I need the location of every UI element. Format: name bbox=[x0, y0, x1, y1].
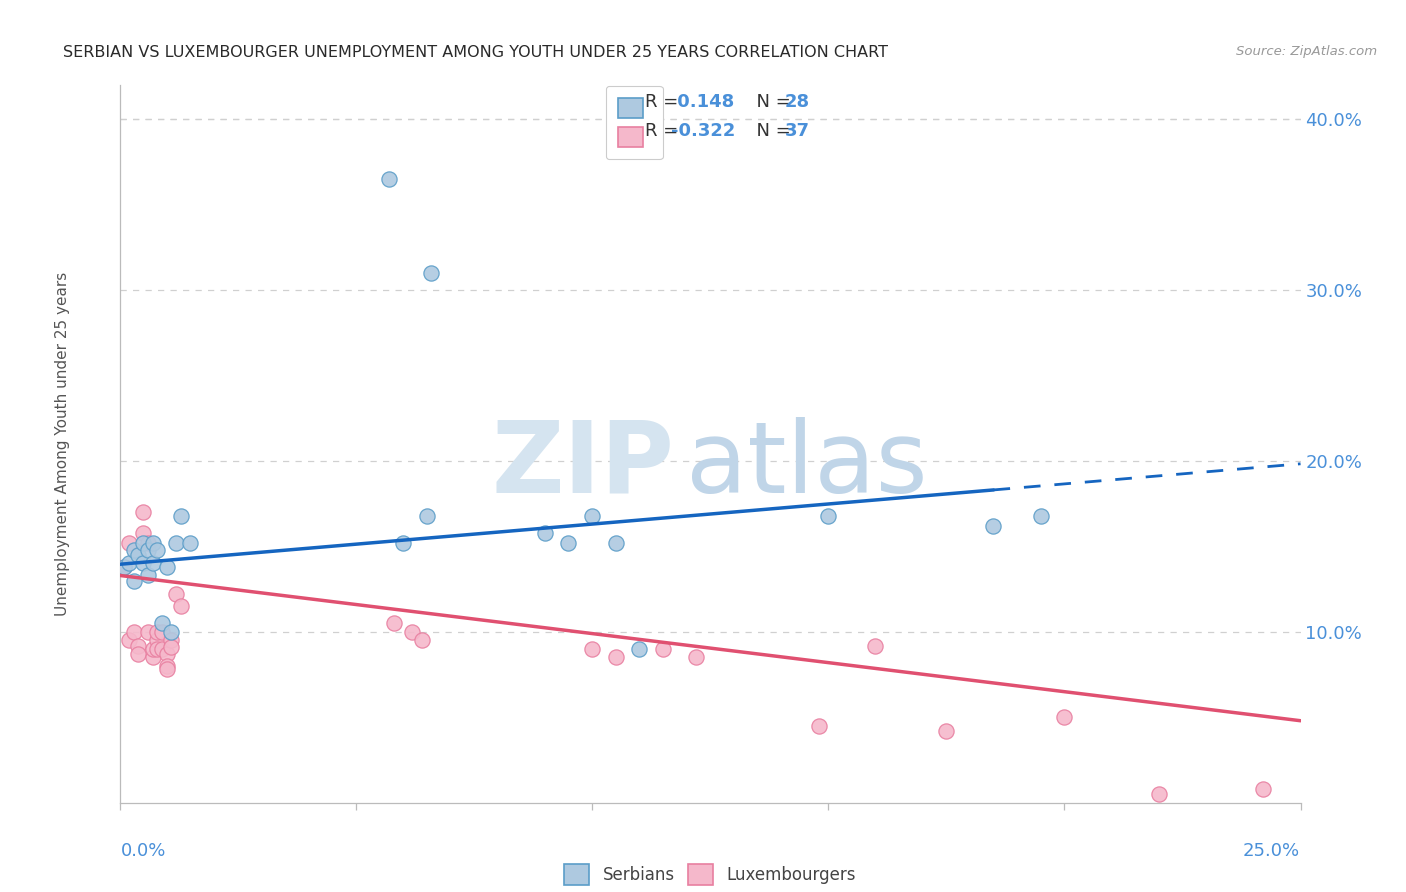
Point bbox=[127, 647, 149, 661]
Point bbox=[865, 639, 887, 653]
Point bbox=[165, 536, 187, 550]
Text: R =: R = bbox=[645, 122, 685, 140]
Point bbox=[411, 633, 433, 648]
Point bbox=[136, 624, 159, 639]
Text: 0.0%: 0.0% bbox=[121, 842, 166, 860]
Text: 37: 37 bbox=[785, 122, 810, 140]
Point bbox=[127, 548, 149, 562]
Point bbox=[557, 536, 579, 550]
Point bbox=[160, 624, 183, 639]
Point bbox=[935, 724, 957, 739]
Point bbox=[146, 542, 169, 557]
Point bbox=[160, 633, 183, 648]
Point bbox=[581, 508, 603, 523]
Point bbox=[142, 536, 165, 550]
Point bbox=[118, 536, 141, 550]
Point bbox=[132, 525, 155, 540]
Point bbox=[112, 560, 135, 574]
Point bbox=[817, 508, 839, 523]
Point bbox=[142, 557, 165, 571]
Point bbox=[605, 536, 627, 550]
Point bbox=[156, 647, 179, 661]
Point bbox=[651, 642, 673, 657]
Point bbox=[1251, 782, 1274, 797]
Point bbox=[533, 525, 555, 540]
Text: N =: N = bbox=[745, 122, 797, 140]
Point bbox=[807, 719, 830, 733]
Point bbox=[160, 640, 183, 655]
Point bbox=[146, 633, 169, 648]
Point bbox=[127, 639, 149, 653]
Text: 28: 28 bbox=[785, 94, 810, 112]
Point bbox=[150, 616, 173, 631]
Text: 0.148: 0.148 bbox=[671, 94, 734, 112]
Point bbox=[415, 508, 437, 523]
Point bbox=[382, 616, 405, 631]
Point bbox=[401, 624, 423, 639]
Point bbox=[142, 642, 165, 657]
Point bbox=[142, 650, 165, 665]
Text: Unemployment Among Youth under 25 years: Unemployment Among Youth under 25 years bbox=[55, 272, 70, 615]
Point bbox=[628, 642, 651, 657]
Point bbox=[122, 624, 145, 639]
Point bbox=[118, 633, 141, 648]
Point bbox=[132, 536, 155, 550]
Point bbox=[165, 587, 187, 601]
Legend: Serbians, Luxembourgers: Serbians, Luxembourgers bbox=[558, 858, 862, 891]
Point bbox=[581, 642, 603, 657]
Point bbox=[122, 542, 145, 557]
Point bbox=[150, 624, 173, 639]
Point bbox=[179, 536, 201, 550]
Point bbox=[156, 662, 179, 677]
Point bbox=[118, 557, 141, 571]
Point bbox=[136, 536, 159, 550]
Text: ZIP: ZIP bbox=[492, 417, 675, 514]
Text: N =: N = bbox=[745, 94, 797, 112]
Point bbox=[392, 536, 415, 550]
Point bbox=[150, 642, 173, 657]
Point bbox=[1147, 787, 1170, 801]
Point bbox=[112, 560, 135, 574]
Point bbox=[170, 599, 193, 614]
Text: -0.322: -0.322 bbox=[671, 122, 735, 140]
Point bbox=[1029, 508, 1052, 523]
Text: Source: ZipAtlas.com: Source: ZipAtlas.com bbox=[1236, 45, 1378, 58]
Text: R =: R = bbox=[645, 94, 685, 112]
Point bbox=[122, 574, 145, 588]
Point bbox=[136, 568, 159, 582]
Point bbox=[378, 171, 401, 186]
Point bbox=[170, 508, 193, 523]
Point bbox=[136, 542, 159, 557]
Point bbox=[156, 560, 179, 574]
Point bbox=[146, 642, 169, 657]
Text: SERBIAN VS LUXEMBOURGER UNEMPLOYMENT AMONG YOUTH UNDER 25 YEARS CORRELATION CHAR: SERBIAN VS LUXEMBOURGER UNEMPLOYMENT AMO… bbox=[63, 45, 887, 61]
Point bbox=[420, 266, 443, 280]
Point bbox=[132, 557, 155, 571]
Point bbox=[605, 650, 627, 665]
Point bbox=[146, 624, 169, 639]
Text: atlas: atlas bbox=[686, 417, 928, 514]
Point bbox=[1053, 710, 1076, 724]
Point bbox=[132, 505, 155, 519]
Point bbox=[156, 659, 179, 673]
Point bbox=[685, 650, 707, 665]
Point bbox=[983, 519, 1005, 533]
Text: 25.0%: 25.0% bbox=[1243, 842, 1299, 860]
